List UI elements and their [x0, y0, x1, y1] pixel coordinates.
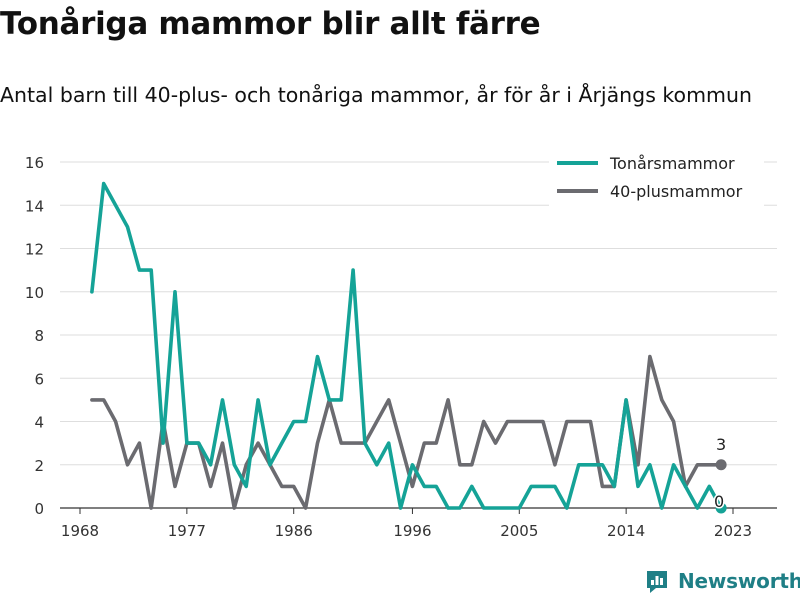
teen-end-label: 0: [714, 492, 724, 511]
series-line-tonarsmammor: [90, 181, 723, 510]
x-tick-label: 2023: [714, 522, 752, 540]
newsworthy-logo-text: Newsworthy: [678, 569, 800, 593]
chart-title: Tonåriga mammor blir allt färre: [0, 6, 541, 42]
y-tick-label: 12: [25, 241, 44, 259]
y-tick-label: 2: [34, 457, 44, 475]
chart-subtitle: Antal barn till 40-plus- och tonåriga ma…: [0, 83, 752, 107]
newsworthy-logo: Newsworthy: [644, 568, 800, 594]
forty-plus-end-label: 3: [716, 435, 726, 454]
y-grid: [60, 161, 777, 509]
legend-label: 40-plusmammor: [610, 182, 743, 201]
y-tick-label: 8: [34, 327, 44, 345]
x-tick-label: 1996: [393, 522, 431, 540]
y-axis: 0 2 4 6 8 10 12 14 16: [25, 154, 44, 518]
end-markers: 30: [713, 435, 727, 514]
y-tick-label: 14: [25, 197, 44, 215]
y-tick-label: 6: [34, 370, 44, 388]
y-tick-label: 16: [25, 154, 44, 172]
y-tick-label: 0: [34, 500, 44, 518]
legend: Tonårsmammor 40-plusmammor: [549, 146, 764, 206]
line-chart: 0 2 4 6 8 10 12 14 16 1968 1977 1986 1996 2005 2014 20…: [24, 146, 777, 540]
x-tick-label: 1968: [61, 522, 99, 540]
x-tick-label: 2014: [607, 522, 645, 540]
forty-plus-end-marker: [715, 459, 727, 471]
x-tick-label: 2005: [500, 522, 538, 540]
legend-background: [549, 146, 764, 206]
legend-label: Tonårsmammor: [609, 154, 735, 173]
x-tick-label: 1986: [275, 522, 313, 540]
y-tick-label: 4: [34, 414, 44, 432]
teen-end-marker: [715, 502, 727, 514]
newsworthy-logo-icon: [647, 571, 667, 593]
x-axis: 1968 1977 1986 1996 2005 2014 2023: [61, 508, 752, 540]
y-tick-label: 10: [25, 284, 44, 302]
series-group: [90, 181, 723, 510]
x-tick-label: 1977: [168, 522, 206, 540]
